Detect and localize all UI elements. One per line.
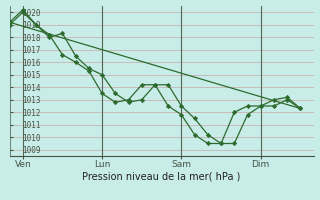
X-axis label: Pression niveau de la mer( hPa ): Pression niveau de la mer( hPa ) — [83, 172, 241, 182]
